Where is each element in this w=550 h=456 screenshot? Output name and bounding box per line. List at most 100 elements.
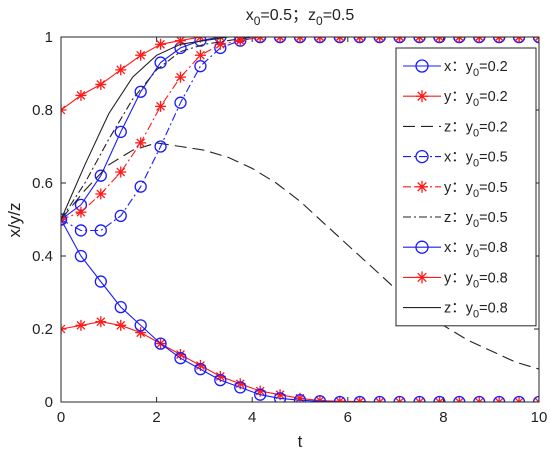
plot-frame: [60, 36, 540, 403]
y-tick-label: 1: [45, 29, 53, 46]
legend-label: z：y0=0.5: [444, 210, 508, 230]
legend-label: z：y0=0.2: [444, 119, 508, 139]
legend-label: y：y0=0.8: [444, 270, 508, 290]
data-point-star: [135, 49, 147, 61]
data-point-circle: [134, 85, 147, 98]
data-point-star: [155, 100, 167, 112]
data-point-star: [194, 49, 206, 61]
data-point-circle: [415, 149, 429, 164]
data-point-star: [453, 37, 465, 43]
data-point-circle: [214, 373, 227, 387]
data-point-star: [254, 37, 266, 43]
data-point-star: [274, 37, 286, 43]
data-point-circle: [493, 395, 506, 402]
chart-title: x0=0.5；z0=0.5: [246, 7, 355, 28]
data-point-star: [75, 319, 87, 331]
data-point-star: [75, 89, 87, 101]
series-line: [61, 37, 539, 220]
data-point-star: [95, 78, 107, 90]
data-point-star: [493, 37, 505, 43]
data-point-circle: [333, 395, 346, 402]
data-point-star: [354, 37, 366, 43]
data-point-star: [433, 37, 445, 43]
series-z-y0-0.8: [61, 37, 539, 220]
y-tick-label: 0.6: [32, 175, 53, 192]
data-point-circle: [415, 240, 429, 254]
data-point-circle: [114, 300, 127, 314]
data-point-star: [234, 37, 246, 43]
data-point-star: [155, 38, 167, 50]
data-point-circle: [453, 395, 466, 402]
data-point-star: [334, 37, 346, 43]
series-line: [61, 219, 539, 402]
y-axis-label: x/y/z: [5, 203, 24, 238]
data-point-circle: [393, 395, 406, 402]
data-point-star: [61, 323, 67, 335]
data-point-star: [374, 396, 386, 402]
data-point-star: [294, 37, 306, 43]
x-tick-label: 8: [439, 409, 447, 426]
data-point-star: [61, 104, 67, 116]
data-point-star: [433, 396, 445, 402]
legend-label: x：y0=0.8: [444, 240, 508, 260]
legend-item: x：y0=0.8: [403, 240, 508, 260]
data-point-circle: [473, 395, 486, 402]
data-point-circle: [433, 395, 446, 402]
data-point-circle: [94, 224, 107, 237]
data-point-circle: [74, 249, 88, 263]
data-point-star: [115, 64, 127, 76]
data-point-star: [115, 319, 127, 331]
data-point-circle: [154, 337, 167, 350]
legend-item: z：y0=0.2: [403, 119, 508, 139]
legend-item: x：y0=0.2: [403, 59, 508, 79]
x-tick-label: 10: [531, 409, 548, 426]
data-point-star: [513, 396, 525, 402]
data-point-circle: [134, 180, 147, 193]
data-point-star: [453, 396, 465, 402]
data-point-circle: [174, 96, 187, 109]
series-line: [61, 37, 539, 220]
x-tick-label: 0: [57, 409, 65, 426]
x-tick-label: 6: [344, 409, 352, 426]
data-point-star: [115, 166, 127, 178]
data-point-circle: [114, 209, 127, 223]
data-point-circle: [293, 394, 307, 402]
data-point-star: [533, 37, 539, 43]
data-point-circle: [234, 381, 247, 394]
data-point-circle: [114, 125, 127, 139]
data-point-circle: [273, 392, 287, 402]
data-point-circle: [174, 352, 187, 365]
data-point-circle: [194, 362, 207, 376]
data-point-circle: [413, 395, 426, 402]
data-point-star: [394, 396, 406, 402]
data-point-circle: [415, 59, 429, 73]
data-point-star: [473, 396, 485, 402]
series-y-y0-0.8: [61, 37, 539, 116]
legend-item: z：y0=0.5: [403, 210, 508, 230]
data-point-circle: [512, 395, 526, 402]
legend-label: x：y0=0.2: [444, 59, 508, 79]
data-point-star: [334, 395, 346, 402]
legend-item: y：y0=0.5: [403, 180, 508, 200]
data-point-star: [493, 396, 505, 402]
data-point-star: [533, 396, 539, 402]
legend-item: z：y0=0.8: [403, 301, 508, 321]
data-point-star: [314, 395, 326, 402]
data-point-star: [61, 214, 67, 225]
y-tick-label: 0.8: [32, 102, 53, 119]
data-point-star: [416, 271, 428, 284]
legend-item: x：y0=0.5: [403, 150, 508, 170]
data-point-star: [473, 37, 485, 43]
data-point-star: [374, 37, 386, 43]
data-point-circle: [154, 56, 167, 69]
data-point-star: [175, 71, 186, 83]
data-point-star: [314, 37, 326, 43]
data-point-circle: [353, 395, 366, 402]
x-axis-label: t: [298, 432, 303, 451]
data-point-circle: [94, 169, 107, 182]
y-tick-label: 0.2: [32, 321, 53, 338]
legend-label: y：y0=0.2: [444, 89, 508, 109]
data-point-star: [95, 188, 107, 200]
